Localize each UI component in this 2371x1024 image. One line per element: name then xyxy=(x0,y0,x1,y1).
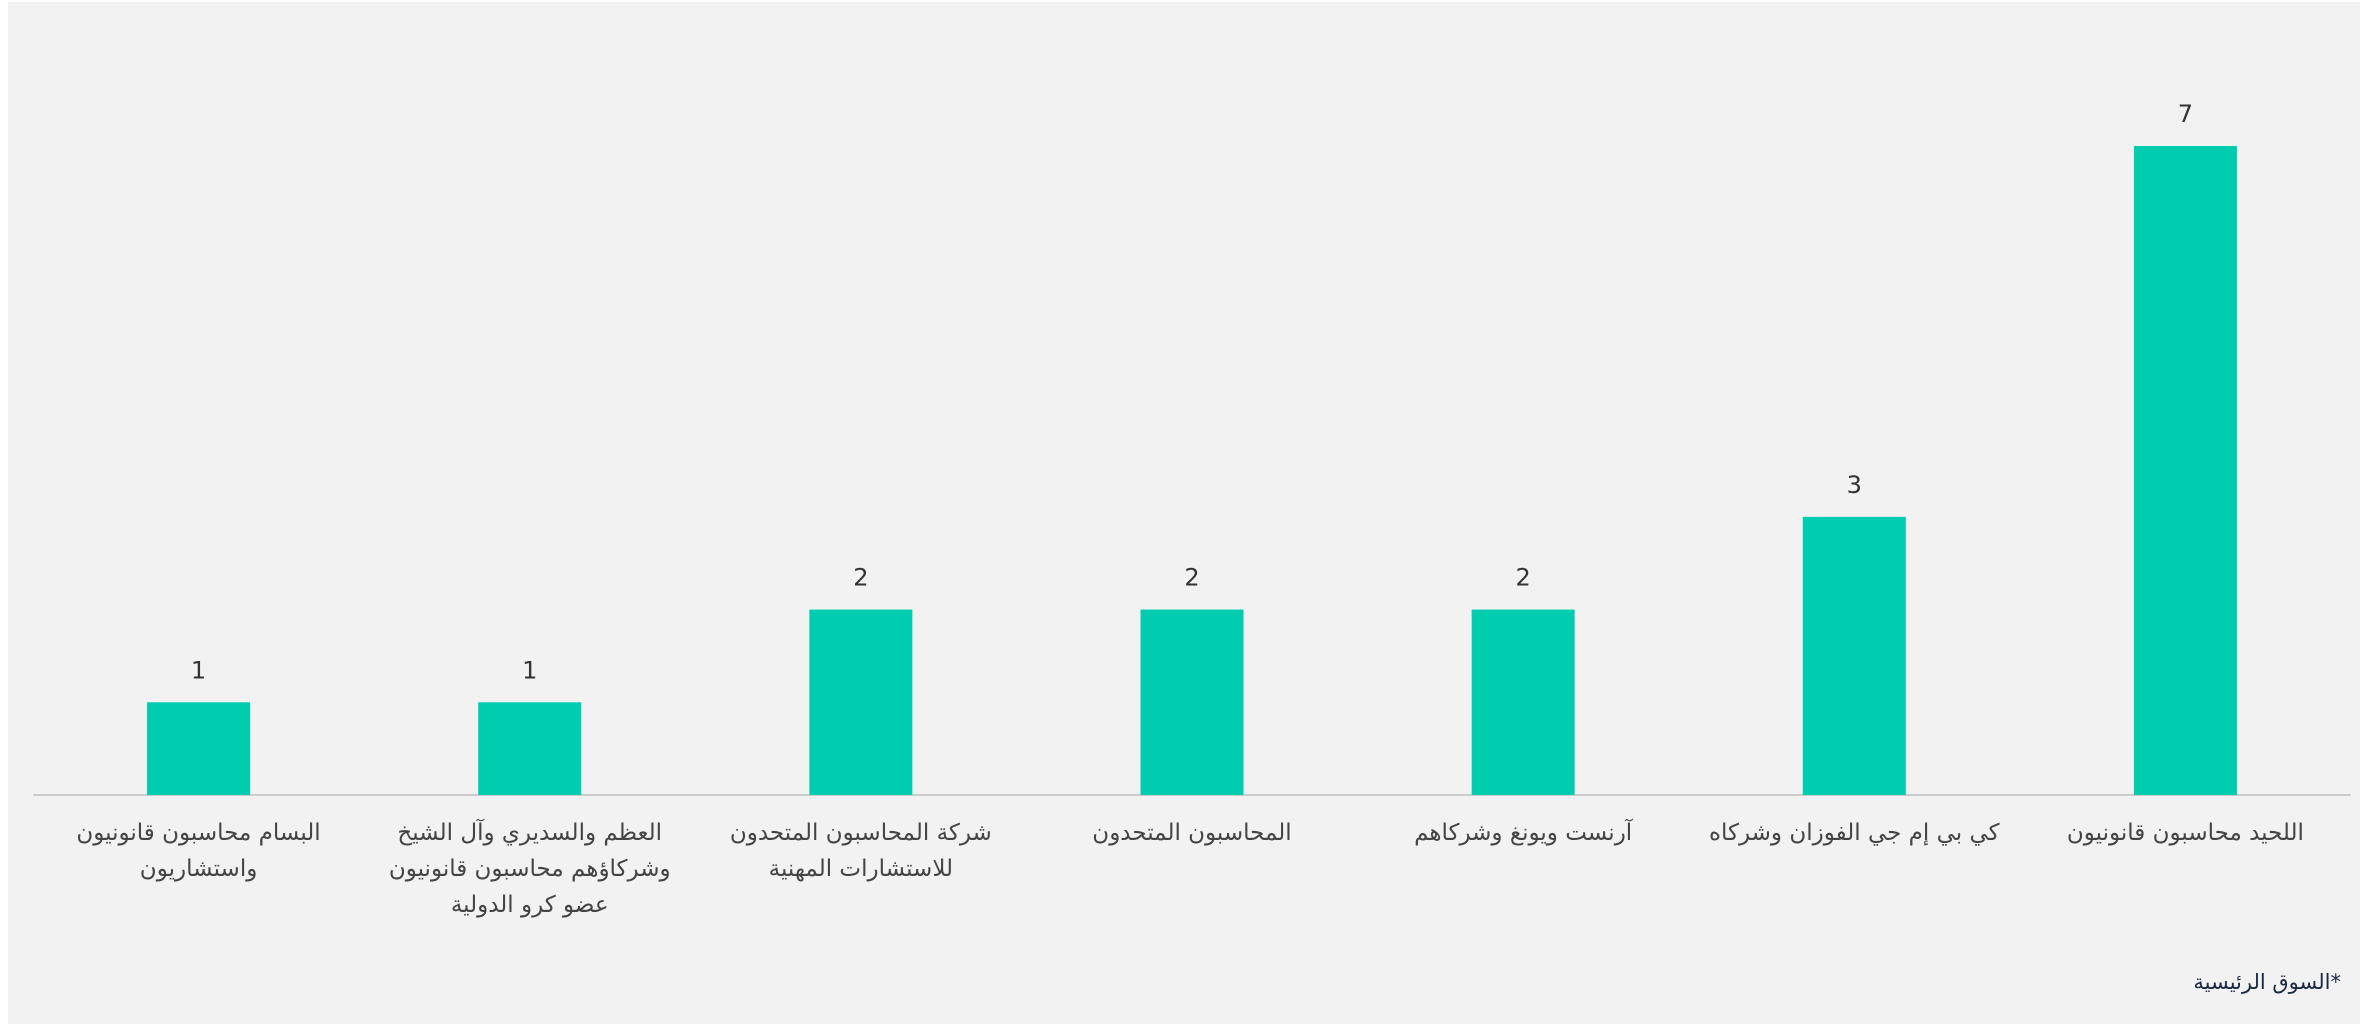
x-tick-label: كي بي إم جي الفوزان وشركاه xyxy=(1708,820,2000,846)
bar xyxy=(1802,516,1906,795)
footnote: *السوق الرئيسية xyxy=(2193,970,2341,994)
bar xyxy=(1471,609,1575,795)
bar xyxy=(478,702,582,795)
value-label: 1 xyxy=(191,656,206,684)
value-label: 2 xyxy=(1516,564,1531,592)
value-label: 2 xyxy=(853,564,868,592)
value-label: 3 xyxy=(1847,471,1862,499)
x-tick-label: آرنست ويونغ وشركاهم xyxy=(1414,820,1633,846)
value-label: 7 xyxy=(2178,100,2193,128)
chart-panel xyxy=(8,2,2360,1024)
x-tick-label: البسام محاسبون قانونيون واستشاريون xyxy=(76,820,321,882)
x-tick-label: العظم والسديري وآل الشيخ وشركاؤهم محاسبو… xyxy=(388,820,671,918)
x-tick-label: اللحيد محاسبون قانونيون xyxy=(2066,820,2304,846)
value-label: 1 xyxy=(522,656,537,684)
value-label: 2 xyxy=(1184,564,1199,592)
x-tick-label: المحاسبون المتحدون xyxy=(1092,820,1292,846)
bar xyxy=(2133,146,2237,795)
bar xyxy=(147,702,251,795)
x-tick-label: شركة المحاسبون المتحدون للاستشارات المهن… xyxy=(729,820,992,882)
bar xyxy=(809,609,913,795)
bar xyxy=(1140,609,1244,795)
